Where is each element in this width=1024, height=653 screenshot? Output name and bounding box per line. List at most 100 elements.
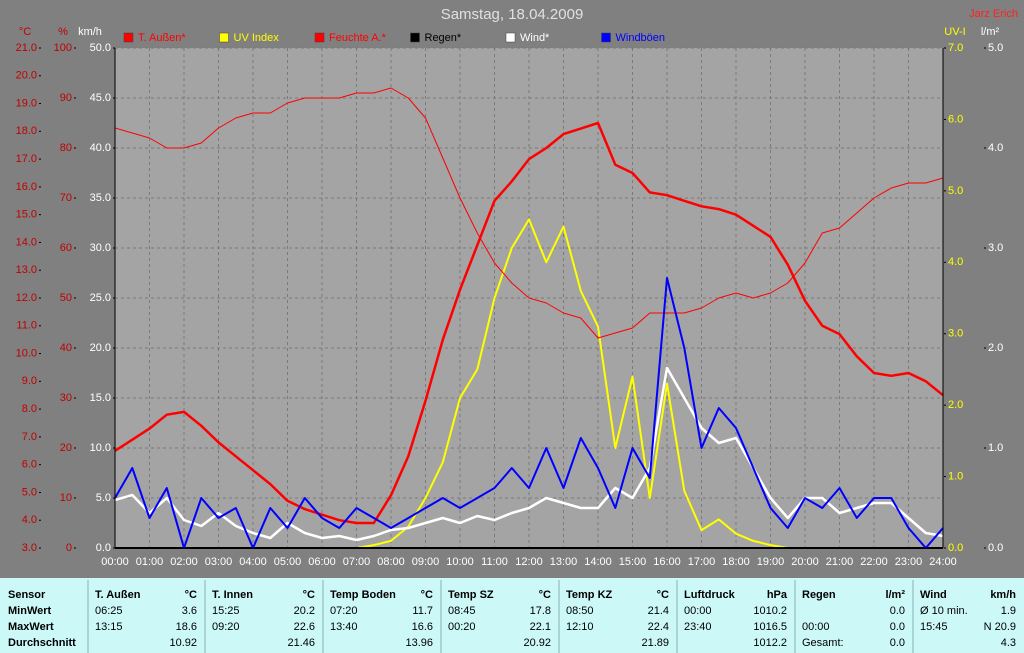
y-tick-label: 0.0 [988, 542, 1003, 554]
y-tick-label: 19.0 [16, 97, 37, 109]
y-tick-label: 10.0 [16, 347, 37, 359]
y-tick-label: 80 [60, 142, 72, 154]
cell-value: 21.46 [287, 637, 315, 649]
y-tick-label: 20 [60, 442, 72, 454]
y-tick-label: 3.0 [22, 542, 37, 554]
x-tick-label: 04:00 [239, 556, 267, 568]
y-tick-label: 45.0 [90, 92, 111, 104]
cell-time: 00:00 [684, 605, 712, 617]
y-tick-label: 14.0 [16, 236, 37, 248]
cell-value: 1.9 [1001, 605, 1016, 617]
x-tick-label: 23:00 [895, 556, 923, 568]
legend-label: Wind* [520, 32, 550, 44]
cell-time: Gesamt: [802, 637, 844, 649]
cell-value: 21.89 [641, 637, 669, 649]
y-tick-label: 18.0 [16, 125, 37, 137]
cell-time: 15:25 [212, 605, 240, 617]
column-unit: °C [303, 589, 315, 601]
x-tick-label: 08:00 [377, 556, 405, 568]
y-tick-label: 7.0 [22, 431, 37, 443]
column-header: Temp Boden [330, 589, 396, 601]
cell-time: 00:00 [802, 621, 830, 633]
y-tick-label: 13.0 [16, 264, 37, 276]
y-tick-label: 70 [60, 192, 72, 204]
y-tick-label: 4.0 [22, 514, 37, 526]
x-tick-label: 05:00 [274, 556, 302, 568]
axis-title: l/m² [981, 26, 1000, 38]
cell-value: 17.8 [530, 605, 551, 617]
x-tick-label: 11:00 [481, 556, 508, 568]
series-line [114, 87, 944, 339]
y-tick-label: 11.0 [16, 320, 37, 332]
column-unit: hPa [767, 589, 788, 601]
y-tick-label: 60 [60, 242, 72, 254]
x-tick-label: 06:00 [308, 556, 336, 568]
y-tick-label: 5.0 [96, 492, 111, 504]
cell-time: 23:40 [684, 621, 712, 633]
y-tick-label: 20.0 [16, 70, 37, 82]
y-tick-label: 5.0 [22, 486, 37, 498]
cell-value: 0.0 [890, 621, 905, 633]
author: Jarz Erich [969, 8, 1018, 20]
y-tick-label: 50.0 [90, 42, 111, 54]
y-tick-label: 100 [54, 42, 72, 54]
labels: 00:00 01:00 02:00 03:00 04:00 05:00 06:00 07:00… [16, 26, 1004, 568]
cell-value: 3.6 [182, 605, 197, 617]
cell-value: 0.0 [890, 605, 905, 617]
cell-value: 22.1 [530, 621, 551, 633]
y-tick-label: 5.0 [948, 185, 963, 197]
y-tick-label: 10 [60, 492, 72, 504]
x-tick-label: 18:00 [722, 556, 750, 568]
cell-value: 1012.2 [753, 637, 787, 649]
y-tick-label: 30 [60, 392, 72, 404]
grid [114, 47, 944, 549]
axis-title: °C [19, 26, 31, 38]
y-tick-label: 35.0 [90, 192, 111, 204]
y-tick-label: 3.0 [988, 242, 1003, 254]
y-tick-label: 12.0 [16, 292, 37, 304]
y-tick-label: 2.0 [948, 399, 963, 411]
cell-time: 12:10 [566, 621, 594, 633]
x-tick-label: 22:00 [860, 556, 888, 568]
y-tick-label: 90 [60, 92, 72, 104]
y-tick-label: 16.0 [16, 181, 37, 193]
y-tick-label: 2.0 [988, 342, 1003, 354]
x-tick-label: 02:00 [170, 556, 198, 568]
y-tick-label: 1.0 [988, 442, 1003, 454]
x-tick-label: 14:00 [584, 556, 612, 568]
cell-time: 13:40 [330, 621, 358, 633]
axis-title: km/h [78, 26, 102, 38]
y-tick-label: 6.0 [22, 459, 37, 471]
y-tick-label: 40.0 [90, 142, 111, 154]
cell-value: 1010.2 [753, 605, 787, 617]
y-tick-label: 4.0 [988, 142, 1003, 154]
cell-value: 0.0 [890, 637, 905, 649]
y-tick-label: 8.0 [22, 403, 37, 415]
x-tick-label: 03:00 [205, 556, 233, 568]
y-tick-label: 15.0 [16, 209, 37, 221]
x-tick-label: 12:00 [515, 556, 543, 568]
y-tick-label: 0.0 [96, 542, 111, 554]
x-tick-label: 13:00 [550, 556, 578, 568]
cell-value: 13.96 [405, 637, 433, 649]
legend-swatch [601, 32, 611, 43]
cell-value: 22.6 [294, 621, 315, 633]
y-tick-label: 21.0 [16, 42, 37, 54]
legend-label: Regen* [425, 32, 462, 44]
x-tick-label: 16:00 [653, 556, 681, 568]
y-tick-label: 10.0 [90, 442, 111, 454]
x-tick-label: 21:00 [826, 556, 854, 568]
legend-label: Windböen [616, 32, 666, 44]
table-background [0, 578, 1024, 653]
y-tick-label: 1.0 [948, 470, 963, 482]
column-header: Wind [920, 589, 947, 601]
x-tick-label: 07:00 [343, 556, 371, 568]
column-header: Regen [802, 589, 836, 601]
cell-time: Ø 10 min. [920, 605, 968, 617]
x-tick-label: 15:00 [619, 556, 647, 568]
y-tick-label: 7.0 [948, 42, 963, 54]
x-tick-label: 00:00 [101, 556, 129, 568]
cell-time: 08:50 [566, 605, 594, 617]
column-unit: °C [185, 589, 197, 601]
